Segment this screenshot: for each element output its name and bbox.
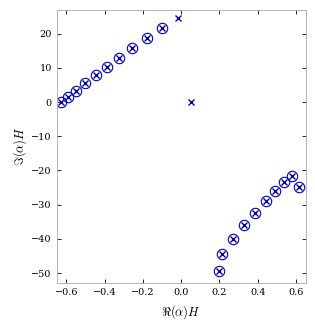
X-axis label: $\Re(\alpha)H$: $\Re(\alpha)H$ xyxy=(161,303,201,320)
Y-axis label: $\Im(\alpha)H$: $\Im(\alpha)H$ xyxy=(11,127,29,166)
